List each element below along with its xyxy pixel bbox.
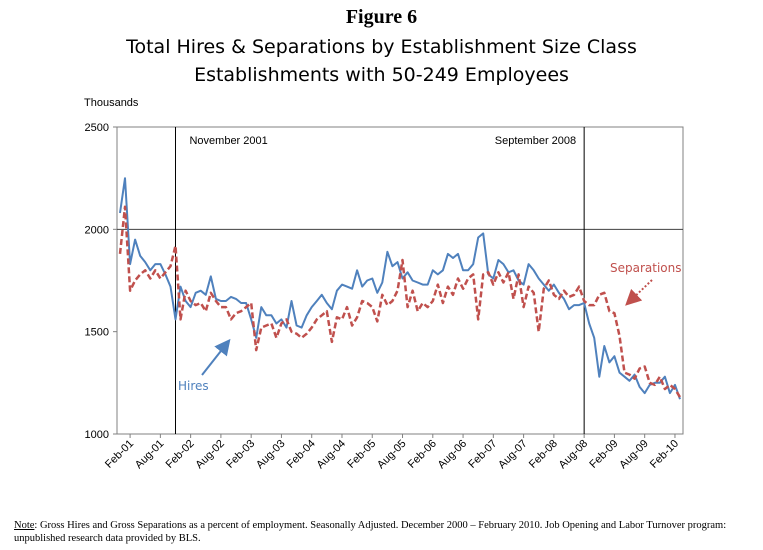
x-tick-label: Feb-03: [224, 438, 257, 471]
x-tick-label: Aug-06: [436, 438, 470, 472]
annotation-label: September 2008: [495, 135, 576, 147]
x-tick-label: Feb-07: [466, 438, 499, 471]
hires-label: Hires: [178, 379, 209, 393]
hires-arrow: [201, 338, 231, 376]
x-tick-label: Aug-05: [375, 438, 409, 472]
annotation-label: November 2001: [189, 135, 267, 147]
x-tick-label: Feb-09: [587, 438, 620, 471]
chart-subtitle: Establishments with 50-249 Employees: [194, 64, 569, 86]
separations-arrow: [625, 279, 653, 306]
x-tick-label: Feb-08: [527, 438, 560, 471]
footnote: Note: Gross Hires and Gross Separations …: [14, 519, 754, 545]
x-tick-label: Aug-01: [133, 438, 167, 472]
y-tick-label: 2000: [85, 224, 109, 236]
x-tick-label: Aug-04: [315, 438, 349, 472]
hires-series-line: [119, 177, 681, 400]
x-tick-label: Feb-04: [285, 438, 318, 471]
y-tick-label: 1500: [85, 327, 109, 339]
x-tick-label: Feb-06: [406, 438, 439, 471]
footnote-text: : Gross Hires and Gross Separations as a…: [14, 520, 727, 544]
y-tick-label: 1000: [85, 429, 109, 441]
x-tick-label: Aug-08: [557, 438, 591, 472]
y-axis-label: Thousands: [84, 97, 139, 109]
y-tick-label: 2500: [85, 122, 109, 134]
x-tick-label: Aug-09: [617, 438, 651, 472]
plot-area: [116, 126, 684, 435]
separations-label: Separations: [610, 261, 682, 275]
figure-label: Figure 6: [345, 6, 418, 28]
hires-separations-chart: 1000 1500 2000 2500 Feb-01Aug-01Feb-02Aug-02…: [85, 122, 684, 472]
chart-title: Total Hires & Separations by Establishme…: [126, 36, 637, 58]
x-tick-label: Aug-02: [193, 438, 227, 472]
x-tick-label: Aug-07: [496, 438, 530, 472]
x-tick-label: Feb-05: [345, 438, 378, 471]
x-tick-label: Feb-10: [648, 438, 681, 471]
footnote-label: Note: [14, 520, 35, 531]
x-tick-label: Feb-01: [103, 438, 136, 471]
x-tick-label: Aug-03: [254, 438, 288, 472]
separations-series-line: [118, 205, 682, 398]
x-tick-label: Feb-02: [164, 438, 197, 471]
